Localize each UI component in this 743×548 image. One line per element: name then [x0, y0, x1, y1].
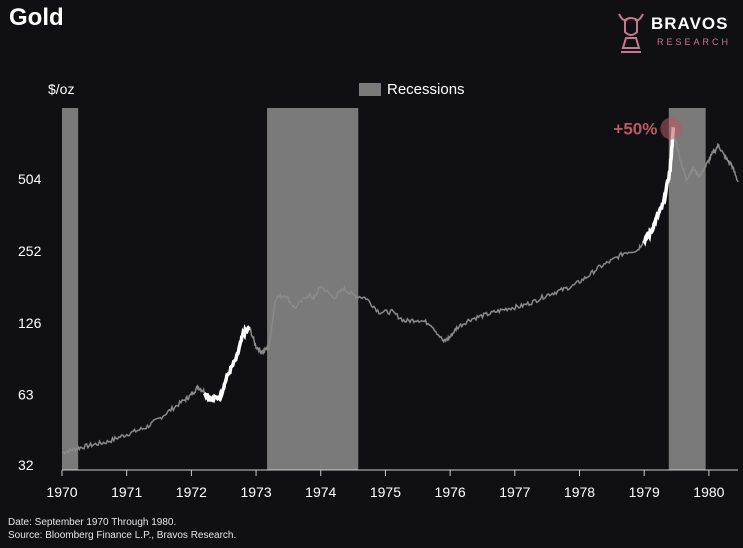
x-tick-label: 1973	[240, 484, 271, 500]
brand-name: BRAVOS	[651, 14, 729, 33]
x-tick-label: 1980	[693, 484, 724, 500]
chart-title: Gold	[9, 4, 64, 31]
recession-bands	[62, 108, 706, 470]
highlight-segment	[642, 127, 676, 247]
highlight-segment	[203, 324, 251, 404]
footer-date-note: Date: September 1970 Through 1980.	[8, 517, 177, 528]
y-tick-label: 252	[18, 243, 42, 259]
y-axis-ticks: 32 63 126 252 504	[18, 171, 42, 473]
recession-band	[62, 108, 79, 470]
series-line	[61, 127, 739, 455]
legend: Recessions	[359, 81, 465, 98]
footer-source-note: Source: Bloomberg Finance L.P., Bravos R…	[8, 530, 237, 541]
recession-band	[668, 108, 706, 470]
brand-subtitle: RESEARCH	[657, 37, 732, 47]
y-axis-unit-label: $/oz	[48, 81, 74, 97]
x-tick-label: 1974	[305, 484, 336, 500]
bull-chess-icon	[618, 13, 644, 53]
x-tick-label: 1979	[629, 484, 660, 500]
x-tick-label: 1978	[564, 484, 595, 500]
x-tick-label: 1970	[46, 484, 77, 500]
x-tick-label: 1972	[176, 484, 207, 500]
annotation-marker	[660, 117, 683, 140]
y-tick-label: 126	[18, 315, 42, 331]
recession-band	[267, 108, 359, 470]
y-tick-label: 32	[18, 457, 34, 473]
annotation: +50%	[613, 117, 683, 140]
y-tick-label: 504	[18, 171, 42, 187]
legend-label-recessions: Recessions	[387, 81, 465, 98]
x-tick-label: 1975	[370, 484, 401, 500]
x-axis-ticks: 1970 1971 1972 1973 1974 1975 1976 1977 1978 1979…	[46, 470, 725, 500]
series-lines	[61, 127, 739, 455]
x-tick-label: 1976	[435, 484, 466, 500]
x-tick-label: 1971	[111, 484, 142, 500]
y-tick-label: 63	[18, 387, 34, 403]
x-tick-label: 1977	[499, 484, 530, 500]
legend-swatch-recessions	[359, 83, 381, 96]
bravos-logo: BRAVOS RESEARCH	[613, 8, 738, 60]
annotation-label: +50%	[613, 120, 657, 139]
